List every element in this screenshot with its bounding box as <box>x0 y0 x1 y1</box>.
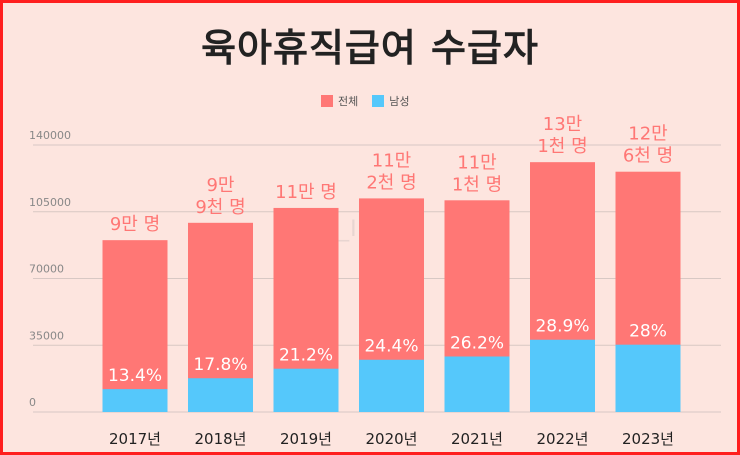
total-value-label: 11만 <box>457 152 496 173</box>
male-share-label: 24.4% <box>364 337 418 357</box>
legend-entry-total: 전체 <box>321 93 358 109</box>
chart-title: 육아휴직급여 수급자 <box>201 26 539 70</box>
x-tick-label: 2020년 <box>366 430 418 448</box>
total-value-label: 9만 명 <box>110 214 160 235</box>
bar-total <box>102 240 168 412</box>
total-value-label: 2천 명 <box>366 172 416 193</box>
legend: 전체 남성 <box>321 93 410 109</box>
male-share-label: 13.4% <box>108 366 162 386</box>
x-tick-label: 2023년 <box>622 430 674 448</box>
male-share-label: 26.2% <box>450 334 504 354</box>
legend-swatch-male <box>372 95 385 107</box>
total-value-label: 9만 <box>206 175 234 196</box>
x-tick-label: 2017년 <box>109 430 161 448</box>
bar-male <box>530 339 595 412</box>
male-share-label: 28.9% <box>535 317 589 337</box>
total-value-label: 1천 명 <box>537 136 587 157</box>
bar-male <box>444 356 510 412</box>
x-tick-label: 2018년 <box>195 430 247 448</box>
bar-male <box>188 378 253 412</box>
y-tick-label: 105000 <box>29 196 71 209</box>
y-tick-label: 70000 <box>29 263 64 276</box>
bar-male <box>615 344 681 412</box>
total-value-label: 13만 <box>543 114 582 135</box>
total-value-label: 11만 명 <box>275 182 337 203</box>
bar-male <box>273 368 339 412</box>
bar-male <box>359 359 424 412</box>
legend-swatch-total <box>321 95 333 107</box>
x-tick-label: 2019년 <box>280 430 332 448</box>
male-share-label: 28% <box>629 322 667 342</box>
total-value-label: 9천 명 <box>195 197 245 218</box>
y-tick-label: 35000 <box>29 329 64 342</box>
total-value-label: 1천 명 <box>452 174 502 195</box>
plot-area: 0 35000 70000 105000 140000 13.4% 9만 명 2017년 17.… <box>29 114 721 448</box>
legend-label-total: 전체 <box>338 95 359 108</box>
y-tick-label: 140000 <box>29 129 71 142</box>
total-value-label: 6천 명 <box>623 146 673 167</box>
male-share-label: 21.2% <box>279 346 333 366</box>
legend-label-male: 남성 <box>389 95 410 108</box>
male-share-label: 17.8% <box>193 355 247 375</box>
bar-male <box>102 389 168 412</box>
y-tick-label: 0 <box>29 396 36 409</box>
x-tick-label: 2021년 <box>451 430 503 448</box>
x-tick-label: 2022년 <box>537 430 589 448</box>
total-value-label: 11만 <box>372 150 411 171</box>
legend-entry-male: 남성 <box>372 93 410 109</box>
total-value-label: 12만 <box>628 124 667 145</box>
